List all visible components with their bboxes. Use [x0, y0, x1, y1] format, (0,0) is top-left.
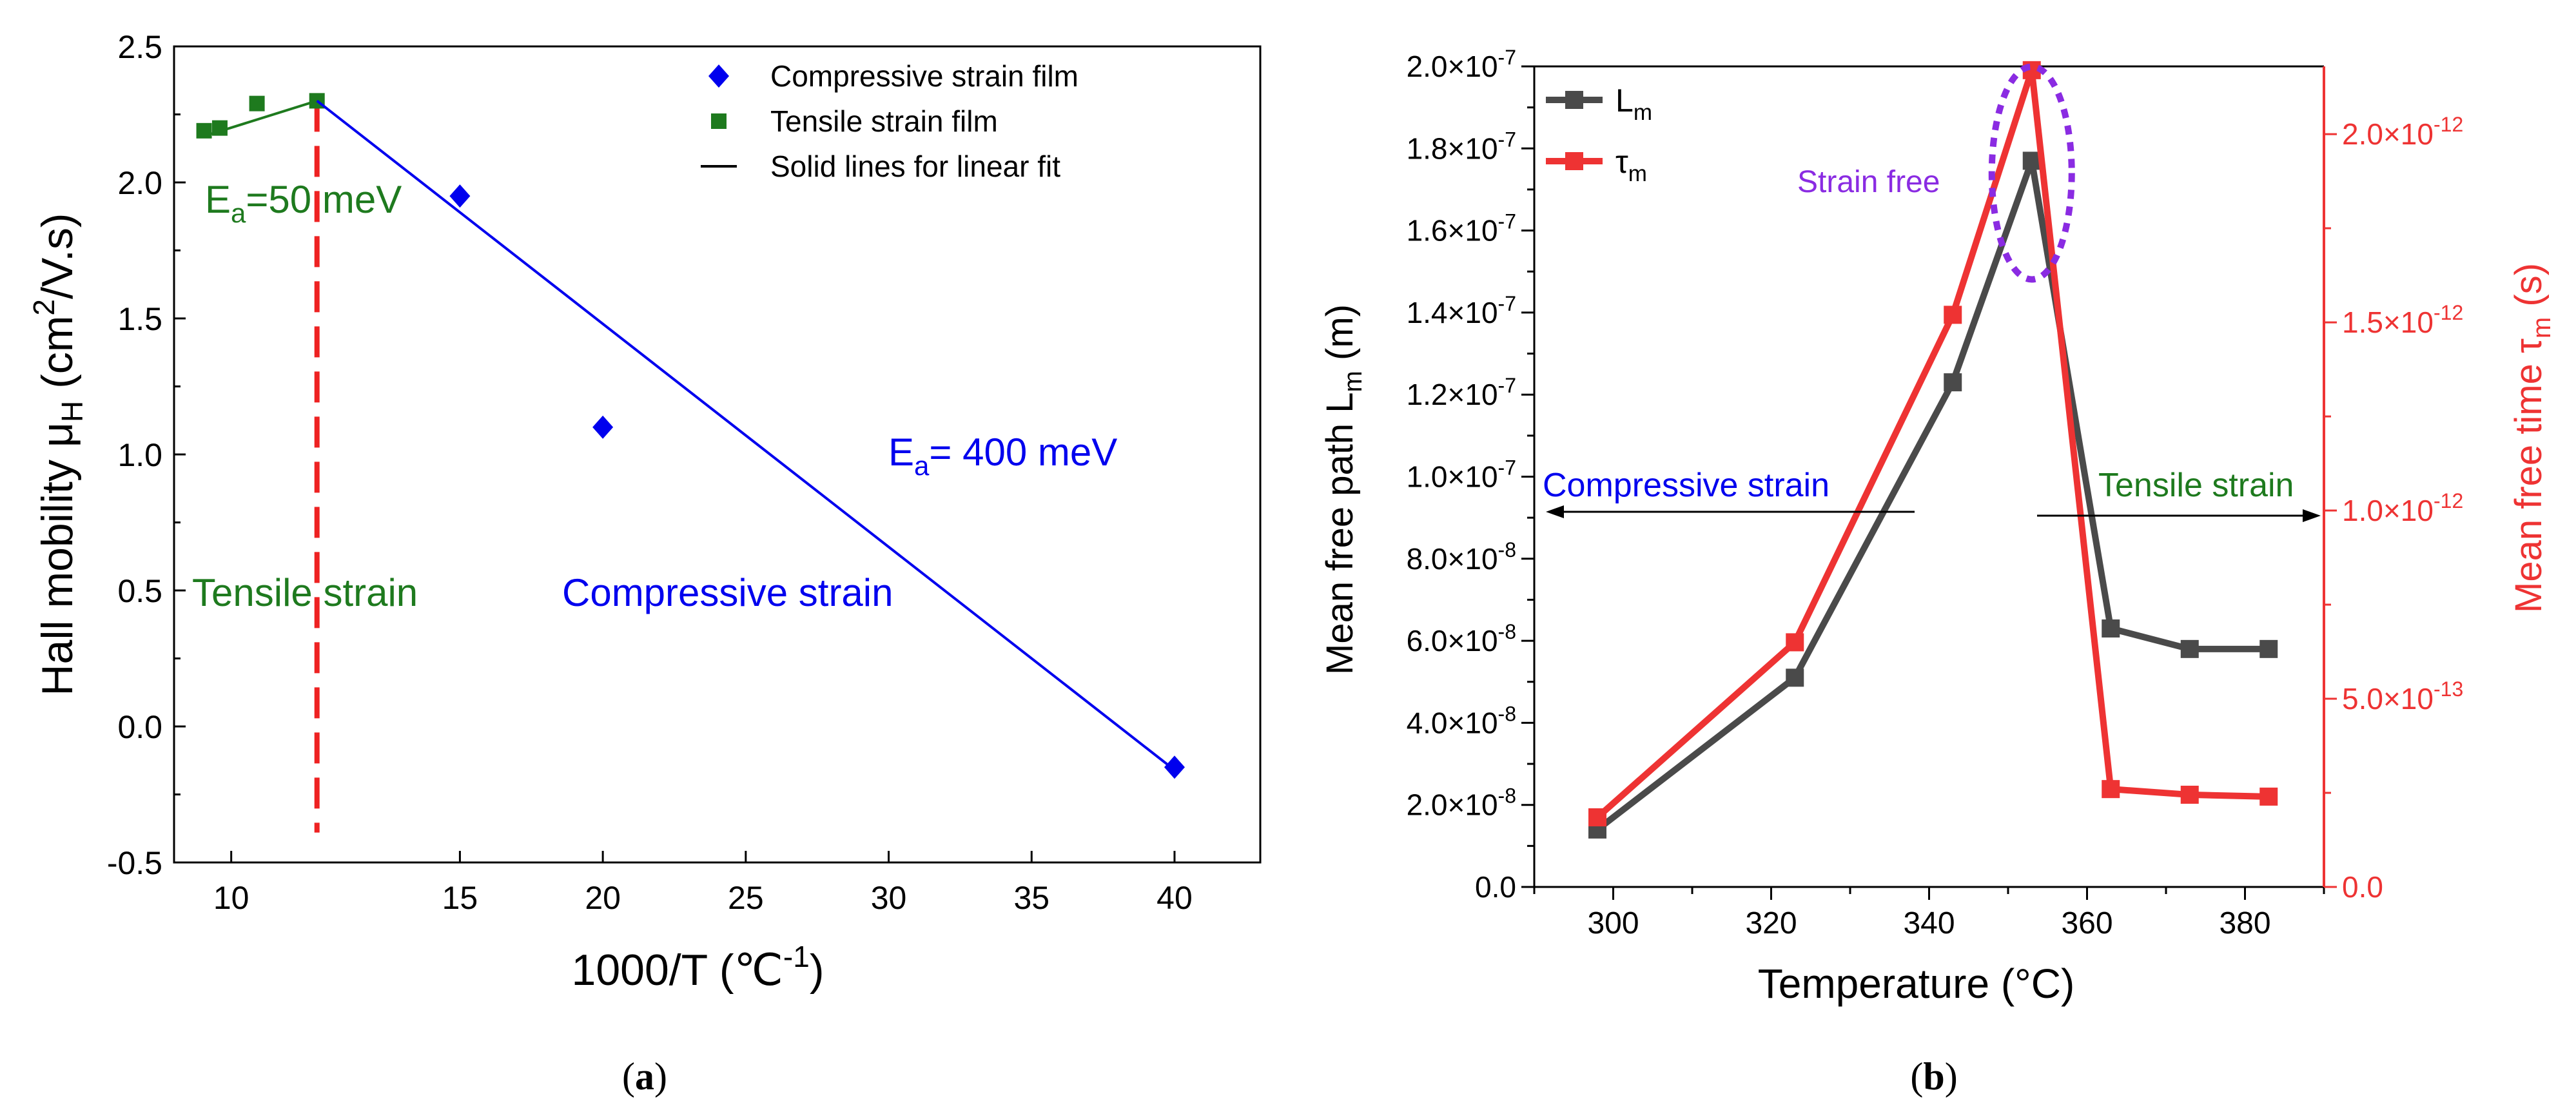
tensile-data-point — [196, 122, 212, 139]
tau-data-point — [1588, 808, 1606, 826]
left-y-tick-label: 6.0×10-8 — [1407, 620, 1516, 657]
legend-label-lm: Lm — [1615, 83, 1652, 125]
left-y-tick-label: 1.0×10-7 — [1407, 456, 1516, 494]
legend-label: Tensile strain film — [770, 104, 998, 138]
legend-label: Compressive strain film — [770, 59, 1078, 93]
tau-data-point — [1786, 633, 1804, 652]
strain-free-label: Strain free — [1797, 165, 1940, 199]
legend-label-tau: τm — [1615, 144, 1647, 186]
x-tick-label: 30 — [871, 880, 907, 916]
caption-a: (a) — [622, 1055, 667, 1098]
y-tick-label: -0.5 — [107, 845, 162, 881]
x-tick-label: 15 — [442, 880, 478, 916]
y-tick-label: 0.0 — [117, 709, 162, 745]
y-tick-label: 2.0 — [117, 165, 162, 201]
left-y-tick-label: 1.4×10-7 — [1407, 292, 1516, 329]
left-y-tick-label: 2.0×10-7 — [1407, 46, 1516, 83]
y-tick-label: 0.5 — [117, 573, 162, 609]
compressive-arrow-head — [1546, 505, 1564, 518]
tau-data-point — [2102, 780, 2120, 799]
compressive-data-point — [1164, 755, 1185, 779]
activation-energy-compressive-label: Ea= 400 meV — [888, 431, 1117, 481]
panel-b: 300 320 340 360 380 0.0 2.0×10-8 4.0×10-8 6.0×10… — [1319, 46, 2556, 1098]
x-tick-label: 10 — [213, 880, 249, 916]
tensile-strain-label: Tensile strain — [2098, 467, 2294, 504]
left-y-tick-label: 2.0×10-8 — [1407, 784, 1516, 822]
left-y-tick-label: 4.0×10-8 — [1407, 702, 1516, 739]
x-tick-label: 320 — [1745, 906, 1797, 940]
y-tick-label: 2.5 — [117, 29, 162, 65]
lm-data-point — [2102, 619, 2120, 638]
legend-marker — [1565, 152, 1583, 170]
y-tick-label: 1.0 — [117, 437, 162, 473]
right-y-tick-label: 1.0×10-12 — [2342, 489, 2463, 527]
right-y-tick-label: 0.0 — [2342, 870, 2383, 904]
x-tick-label: 340 — [1903, 906, 1955, 940]
right-y-tick-label: 1.5×10-12 — [2342, 301, 2463, 339]
left-y-tick-label: 1.2×10-7 — [1407, 374, 1516, 411]
x-tick-label: 35 — [1013, 880, 1049, 916]
tau-data-point — [2180, 785, 2199, 804]
right-y-axis-label: Mean free time τm (s) — [2508, 263, 2556, 613]
left-y-tick-label: 8.0×10-8 — [1407, 538, 1516, 576]
compressive-data-point — [449, 184, 471, 208]
activation-energy-tensile-label: Ea=50 meV — [205, 178, 402, 228]
legend-marker — [1565, 91, 1583, 109]
x-tick-label: 20 — [585, 880, 621, 916]
legend-label: Solid lines for linear fit — [770, 150, 1060, 183]
tensile-region-label: Tensile strain — [192, 571, 418, 614]
tensile-data-point — [211, 120, 228, 136]
left-y-tick-label: 1.6×10-7 — [1407, 210, 1516, 248]
tensile-arrow-head — [2303, 509, 2321, 522]
compressive-region-label: Compressive strain — [562, 571, 893, 614]
lm-data-point — [2180, 639, 2199, 658]
tau-data-point — [2259, 787, 2278, 806]
strain-free-highlight-ellipse — [1988, 63, 2075, 283]
tensile-data-point — [249, 95, 265, 112]
lm-data-point — [2259, 639, 2278, 658]
x-tick-label: 380 — [2219, 906, 2270, 940]
left-y-axis-label: Mean free path Lm (m) — [1319, 304, 1367, 675]
left-y-tick-label: 1.8×10-7 — [1407, 128, 1516, 165]
left-y-tick-label: 0.0 — [1475, 870, 1516, 904]
x-tick-label: 300 — [1587, 906, 1639, 940]
lm-data-point — [1944, 373, 1962, 392]
linear-fit-line — [316, 99, 1176, 772]
lm-data-point — [2022, 151, 2041, 170]
x-axis-label: Temperature (°C) — [1758, 960, 2075, 1007]
legend-marker-square — [711, 113, 727, 129]
legend-marker-diamond — [708, 64, 729, 88]
x-axis-label: 1000/T (℃-1) — [572, 940, 825, 995]
right-y-tick-label: 5.0×10-13 — [2342, 677, 2463, 715]
panel-a: -0.5 0.0 0.5 1.0 1.5 2.0 2.5 10 15 20 25 30 35 40 1000… — [27, 29, 1262, 1098]
compressive-data-point — [592, 415, 614, 439]
right-y-tick-label: 2.0×10-12 — [2342, 113, 2463, 151]
y-axis-label: Hall mobility μH (cm2/V.s) — [27, 213, 89, 696]
x-tick-label: 40 — [1156, 880, 1193, 916]
x-tick-label: 25 — [728, 880, 764, 916]
x-tick-label: 360 — [2061, 906, 2113, 940]
caption-b: (b) — [1910, 1055, 1957, 1098]
tau-data-point — [1944, 306, 1962, 324]
y-tick-label: 1.5 — [117, 301, 162, 337]
lm-data-point — [1786, 668, 1804, 687]
compressive-strain-label: Compressive strain — [1543, 467, 1830, 504]
